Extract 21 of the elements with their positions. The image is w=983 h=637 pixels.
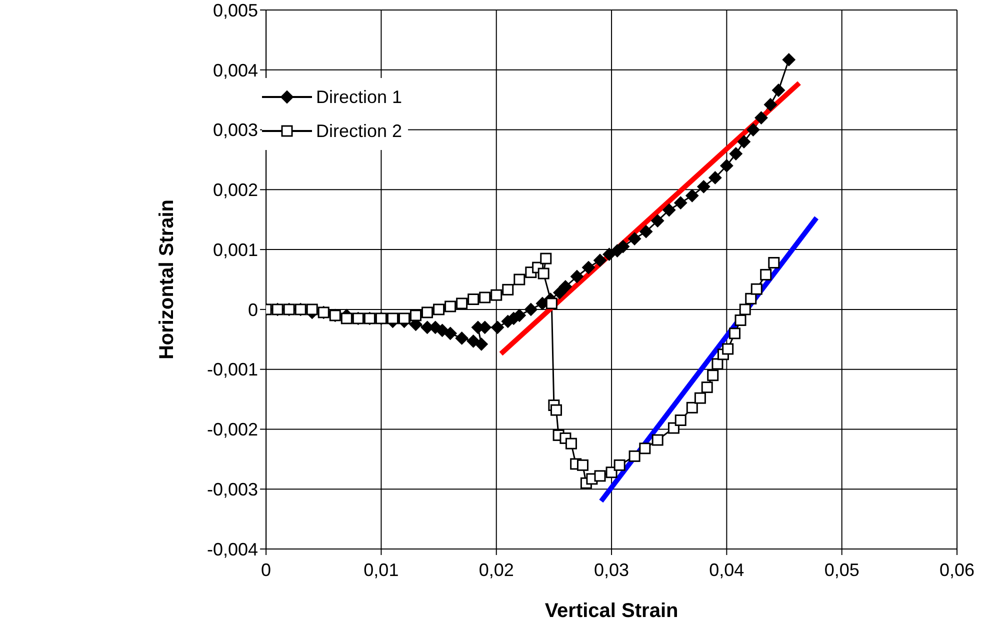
y-tick-label: 0,005 xyxy=(213,0,258,20)
x-tick-label: 0,01 xyxy=(364,560,399,580)
x-tick-label: 0,02 xyxy=(478,560,514,580)
y-tick-label: 0 xyxy=(248,300,258,320)
x-tick-label: 0,05 xyxy=(824,560,860,580)
y-tick-label: -0,003 xyxy=(207,480,258,500)
y-tick-label: -0,001 xyxy=(207,360,258,380)
y-tick-label: -0,004 xyxy=(207,539,258,560)
y-axis-title: Horizontal Strain xyxy=(156,199,178,360)
x-axis-title: Vertical Strain xyxy=(544,600,678,622)
x-tick-label: 0,03 xyxy=(594,560,630,580)
x-tick-label: 0,06 xyxy=(939,560,975,580)
legend-label: Direction 1 xyxy=(316,86,402,108)
y-tick-label: 0,002 xyxy=(213,180,258,200)
y-tick-label: 0,001 xyxy=(213,240,258,260)
x-tick-label: 0,04 xyxy=(709,560,744,580)
y-tick-label: 0,004 xyxy=(213,60,258,80)
y-tick-label: 0,003 xyxy=(213,120,258,140)
y-tick-label: -0,002 xyxy=(207,420,258,440)
legend-label: Direction 2 xyxy=(316,120,402,142)
x-tick-label: 0 xyxy=(261,560,272,580)
